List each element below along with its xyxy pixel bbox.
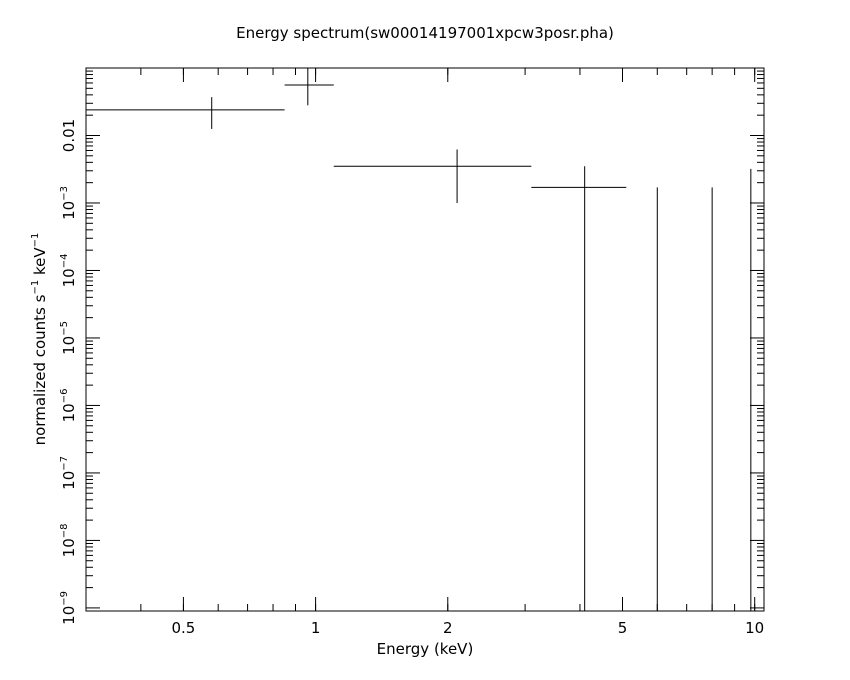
y-axis-title-exp2: −1: [30, 233, 41, 248]
y-tick-base: 10: [60, 336, 78, 355]
y-tick-label: 10−4: [59, 254, 78, 288]
y-tick-base: 10: [60, 471, 78, 490]
y-tick-exponent: −4: [59, 254, 70, 269]
y-tick-exponent: −5: [59, 321, 70, 336]
y-axis-title-base: normalized counts s: [31, 294, 49, 445]
data-points: [86, 68, 752, 611]
y-major-ticks: [86, 134, 764, 609]
y-tick-base: 10: [60, 606, 78, 625]
y-tick-exponent: −3: [59, 186, 70, 201]
x-tick-labels: 0.5 1 2 5 10: [171, 619, 764, 637]
y-tick-exponent: −8: [59, 524, 70, 539]
y-tick-label: 10−7: [59, 456, 78, 490]
y-tick-label: 10−8: [59, 524, 78, 558]
data-point: [333, 149, 532, 203]
y-axis-title-exp1: −1: [30, 280, 41, 295]
x-tick-label: 10: [745, 619, 764, 637]
y-tick-label: 10−9: [59, 591, 78, 625]
y-tick-label: 0.01: [60, 119, 78, 152]
data-point: [531, 166, 627, 611]
y-tick-base: 10: [60, 268, 78, 287]
y-tick-exponent: −6: [59, 389, 70, 404]
y-tick-exponent: −7: [59, 456, 70, 471]
x-tick-label: 2: [443, 619, 453, 637]
chart-title: Energy spectrum(sw00014197001xpcw3posr.p…: [236, 24, 614, 42]
y-tick-base: 10: [60, 538, 78, 557]
y-tick-base: 10: [60, 201, 78, 220]
plot-frame: [85, 67, 765, 612]
data-point: [86, 97, 285, 129]
y-tick-exponent: −9: [59, 591, 70, 606]
y-tick-label: 10−5: [59, 321, 78, 355]
x-tick-label: 5: [618, 619, 628, 637]
x-axis-title: Energy (keV): [377, 640, 474, 658]
y-minor-ticks: [86, 70, 764, 612]
x-major-ticks: [182, 68, 756, 611]
y-axis-title: normalized counts s−1 keV−1: [30, 233, 49, 446]
x-tick-label: 0.5: [171, 619, 195, 637]
x-tick-label: 1: [311, 619, 321, 637]
y-tick-label: 10−3: [59, 186, 78, 220]
data-point: [284, 68, 334, 106]
y-tick-label: 10−6: [59, 389, 78, 423]
y-axis-title-mid: keV: [31, 247, 49, 280]
y-tick-base: 10: [60, 403, 78, 422]
